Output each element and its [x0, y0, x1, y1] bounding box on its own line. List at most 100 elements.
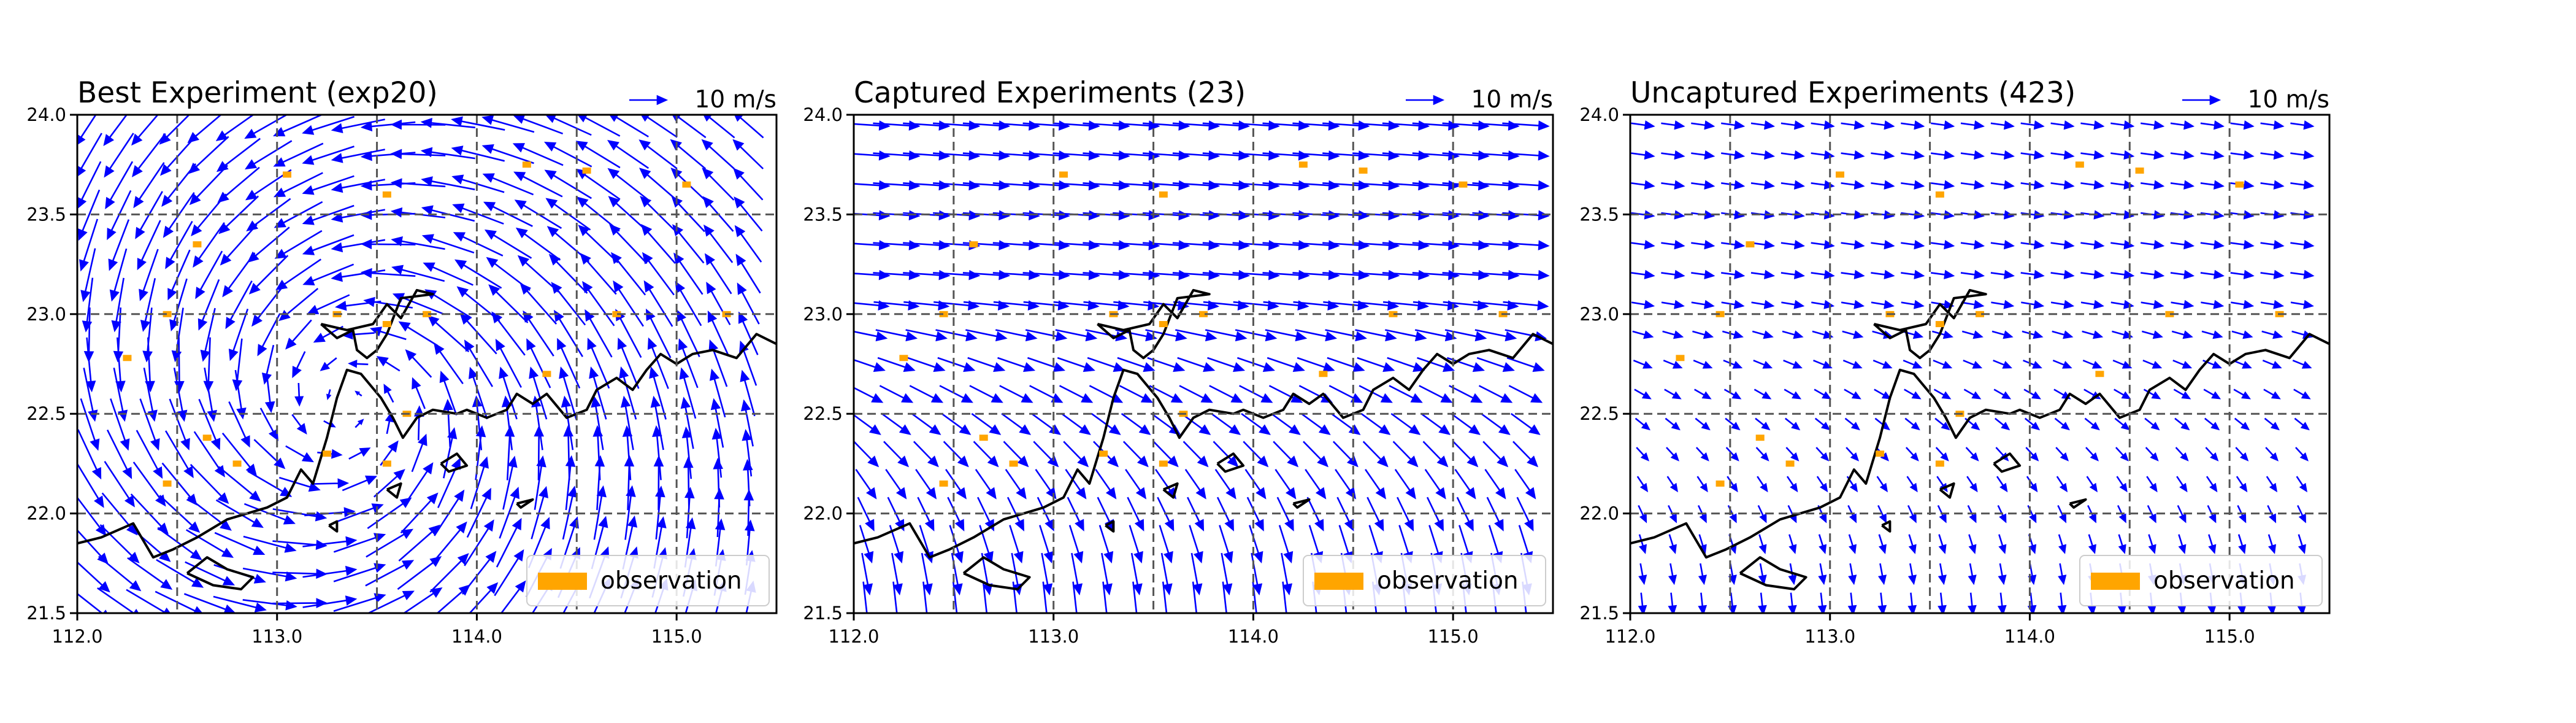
wind-vector [2202, 359, 2222, 369]
wind-vector [1931, 300, 1955, 309]
wind-vector [855, 469, 877, 500]
wind-vector [2052, 359, 2072, 369]
y-tick-label: 23.0 [26, 304, 66, 325]
x-tick-label: 115.0 [651, 626, 702, 647]
wind-vector [1847, 592, 1857, 613]
observation-marker [1746, 241, 1755, 248]
wind-vector [1055, 329, 1098, 342]
wind-vector [643, 280, 673, 327]
wind-vector [1067, 497, 1084, 532]
wind-vector [1012, 581, 1018, 613]
panel-title: Best Experiment (exp20) [77, 76, 438, 110]
wind-vector [2295, 447, 2309, 462]
wind-vectors [1631, 120, 2315, 613]
wind-vector [1239, 385, 1273, 403]
observation-marker [1935, 191, 1944, 198]
wind-vector [1327, 357, 1365, 372]
wind-vector [228, 308, 249, 362]
wind-vector [907, 357, 946, 372]
wind-vector [1938, 563, 1947, 586]
wind-vector [1725, 417, 1741, 431]
wind-vector [1961, 330, 1984, 339]
wind-vector [1474, 329, 1517, 342]
wind-vector [1102, 581, 1108, 613]
wind-vector [1394, 469, 1416, 500]
wind-vector [2177, 505, 2187, 524]
wind-vector [653, 455, 664, 511]
wind-vector [2020, 180, 2045, 190]
wind-vector [500, 580, 526, 613]
wind-vector [1367, 497, 1384, 532]
wind-vector [2023, 359, 2042, 369]
wind-vector [1512, 441, 1539, 468]
wind-vector [1162, 581, 1168, 613]
wind-vector [218, 466, 261, 502]
wind-vector [2260, 150, 2285, 160]
wind-vector [1813, 359, 1833, 369]
y-tick-label: 23.0 [803, 304, 843, 325]
wind-vector [1814, 417, 1831, 431]
wind-vector [136, 430, 163, 479]
wind-vector [253, 439, 286, 470]
wind-vector [670, 139, 707, 170]
wind-vector [2116, 476, 2128, 493]
wind-vector [1216, 497, 1234, 532]
wind-vector [110, 398, 130, 451]
wind-vector [2260, 300, 2285, 309]
wind-vector [187, 115, 223, 144]
wind-vector [915, 469, 937, 500]
wind-vector [1502, 269, 1550, 280]
wind-vector [464, 339, 494, 387]
wind-vector [1695, 447, 1709, 462]
wind-vector [1119, 385, 1154, 403]
wind-vector [553, 309, 584, 357]
wind-vector [1931, 269, 1955, 280]
legend-label-observation: observation [2153, 567, 2295, 595]
wind-vector [873, 300, 920, 311]
wind-vector [1177, 357, 1216, 372]
wind-vector [200, 307, 216, 362]
wind-vector [562, 485, 578, 540]
wind-vector [903, 300, 950, 311]
wind-vector [905, 329, 948, 342]
quiver-key-arrow [629, 95, 669, 106]
wind-vector [243, 535, 297, 553]
wind-vector [2297, 505, 2306, 524]
wind-vector [1009, 525, 1024, 564]
wind-vector [2290, 300, 2314, 309]
wind-vector [155, 590, 203, 613]
wind-vector [2148, 534, 2156, 554]
wind-vector [1960, 180, 1985, 190]
wind-vector [1693, 359, 1713, 369]
wind-vector [1039, 525, 1054, 564]
wind-vector [2293, 389, 2311, 400]
wind-vector [1668, 592, 1677, 613]
wind-vector [331, 149, 385, 163]
wind-vector [2233, 389, 2252, 400]
wind-vector [1187, 497, 1205, 532]
wind-vector [2080, 180, 2105, 190]
wind-vector [1631, 120, 1655, 130]
wind-vector [1877, 505, 1887, 524]
y-tick-label: 21.5 [1579, 603, 1619, 624]
coastline-island [1105, 520, 1115, 533]
wind-vector [640, 115, 678, 138]
plot-area [1630, 115, 2329, 613]
legend-box [1303, 555, 1546, 606]
wind-vector [1122, 441, 1149, 468]
wind-vector [1414, 329, 1457, 342]
wind-vector [242, 567, 297, 582]
wind-vector [649, 366, 667, 420]
wind-vector [2110, 150, 2135, 160]
wind-vector [1990, 150, 2015, 160]
wind-vector [681, 426, 692, 479]
wind-vector [1451, 412, 1481, 435]
wind-vector [1990, 180, 2015, 190]
wind-vector [1661, 269, 1685, 280]
wind-vector [2080, 269, 2105, 280]
wind-vector [1214, 469, 1236, 500]
observation-marker [1389, 311, 1398, 317]
wind-vector [854, 358, 886, 372]
wind-vector [642, 252, 675, 296]
wind-vector [2080, 150, 2105, 160]
